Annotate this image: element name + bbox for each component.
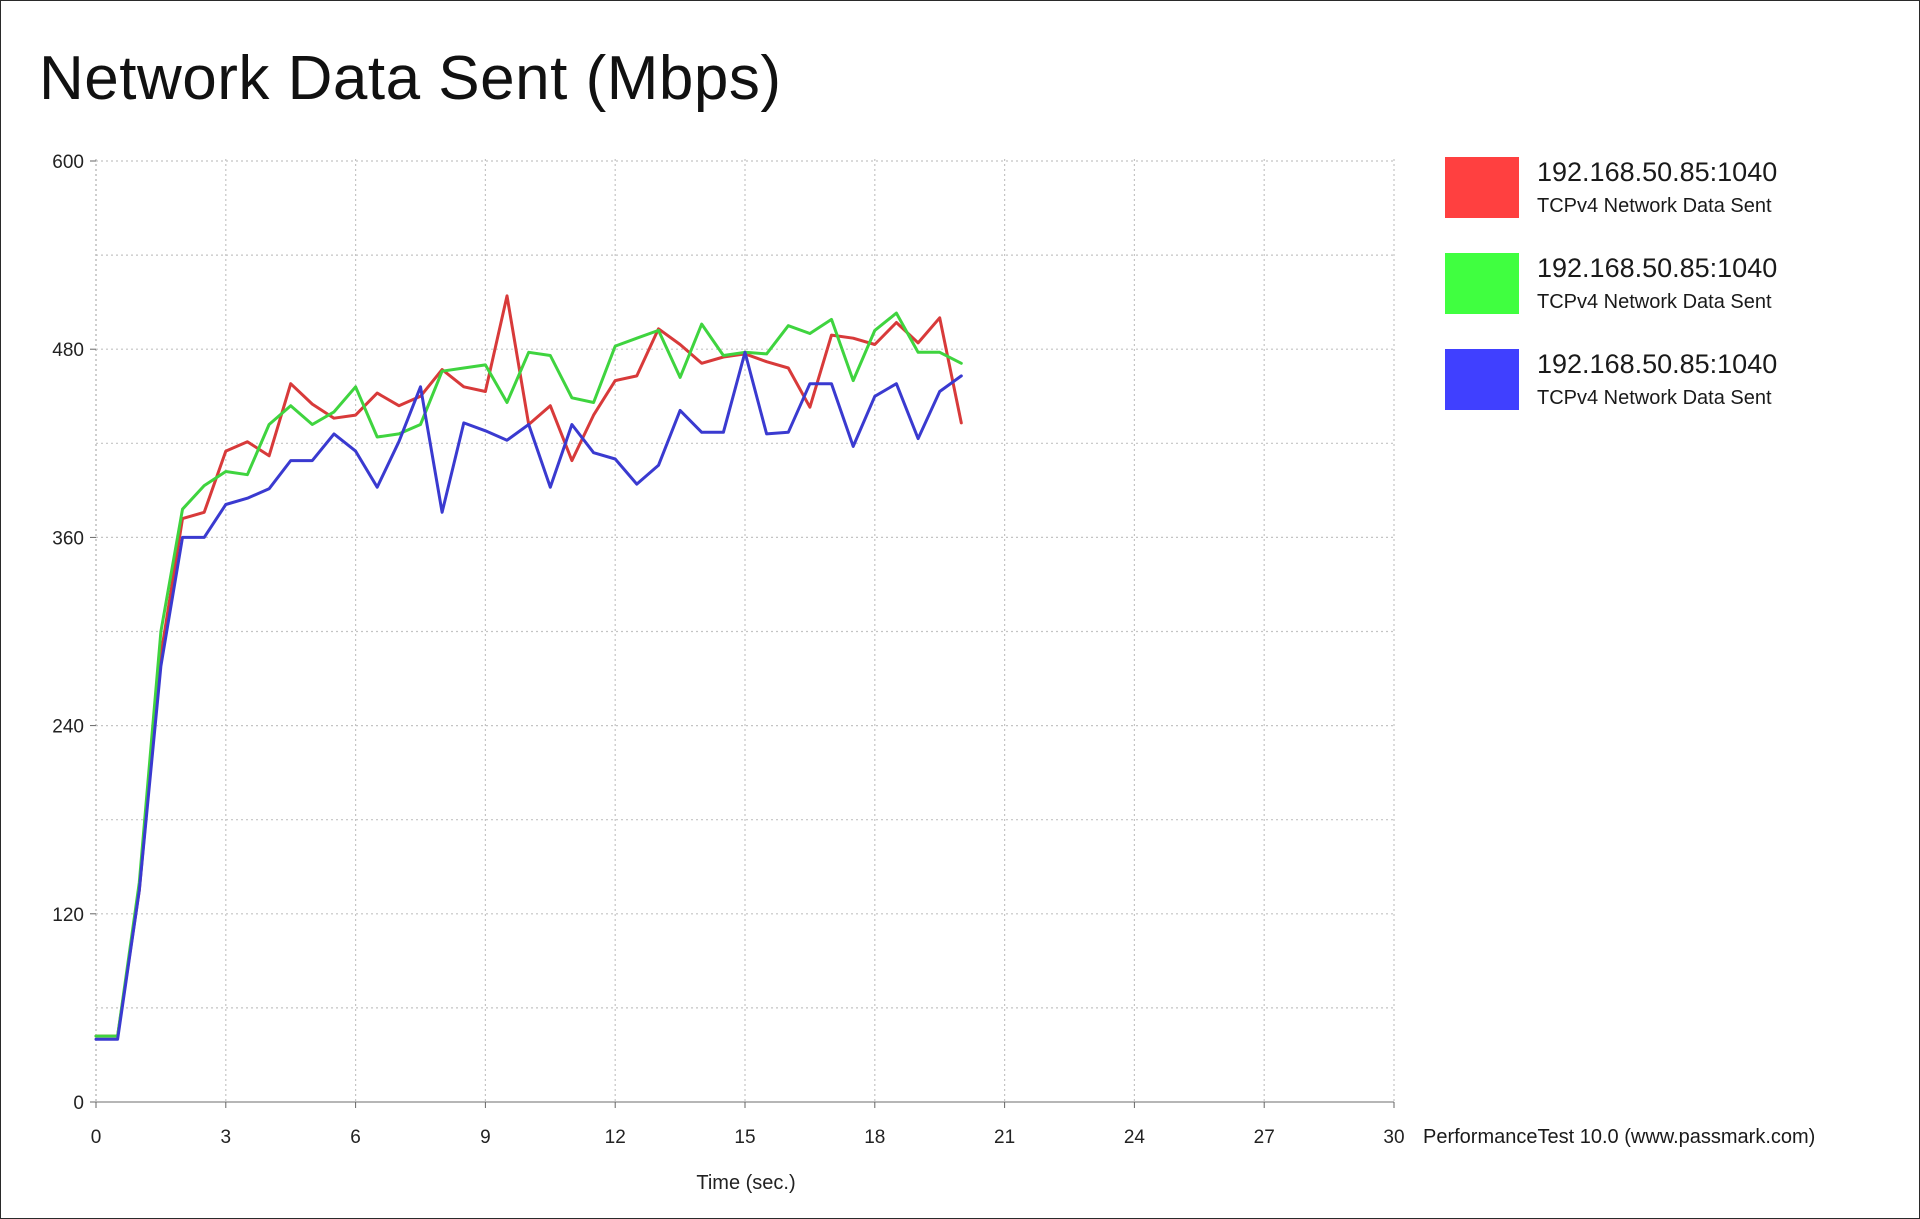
legend-swatch: [1445, 253, 1519, 314]
x-tick-label: 9: [480, 1127, 491, 1148]
legend-series-description: TCPv4 Network Data Sent: [1537, 195, 1772, 217]
credit-text: PerformanceTest 10.0 (www.passmark.com): [1423, 1126, 1816, 1148]
y-tick-label: 480: [52, 340, 84, 361]
legend-series-description: TCPv4 Network Data Sent: [1537, 387, 1772, 409]
x-tick-label: 18: [864, 1127, 885, 1148]
legend-series-name: 192.168.50.85:1040: [1537, 349, 1778, 379]
x-tick-label: 3: [221, 1127, 232, 1148]
x-tick-label: 27: [1254, 1127, 1275, 1148]
y-tick-label: 120: [52, 905, 84, 926]
chart-title: Network Data Sent (Mbps): [39, 44, 782, 113]
y-tick-label: 0: [73, 1093, 84, 1114]
legend-series-description: TCPv4 Network Data Sent: [1537, 291, 1772, 313]
x-tick-label: 24: [1124, 1127, 1146, 1148]
x-tick-label: 12: [605, 1127, 626, 1148]
x-tick-label: 21: [994, 1127, 1015, 1148]
y-tick-label: 360: [52, 528, 84, 549]
legend-series-name: 192.168.50.85:1040: [1537, 157, 1778, 187]
grid-lines: [96, 159, 1395, 1102]
legend-swatch: [1445, 349, 1519, 410]
x-tick-label: 6: [350, 1127, 361, 1148]
series-line-3: [94, 350, 963, 1041]
legend-series-name: 192.168.50.85:1040: [1537, 253, 1778, 283]
legend-swatch: [1445, 157, 1519, 218]
x-tick-label: 30: [1383, 1127, 1404, 1148]
x-tick-label: 15: [734, 1127, 755, 1148]
y-tick-label: 240: [52, 717, 84, 738]
series-lines: [94, 294, 963, 1041]
x-axis-title: Time (sec.): [696, 1172, 795, 1194]
axes: [90, 159, 1395, 1108]
x-tick-label: 0: [91, 1127, 102, 1148]
series-line-2: [94, 311, 963, 1038]
tick-labels: 0 3 6 9 12 15 18 21 24 27 30 0 120 240 360 480 600: [52, 152, 1404, 1148]
y-tick-label: 600: [52, 152, 84, 173]
